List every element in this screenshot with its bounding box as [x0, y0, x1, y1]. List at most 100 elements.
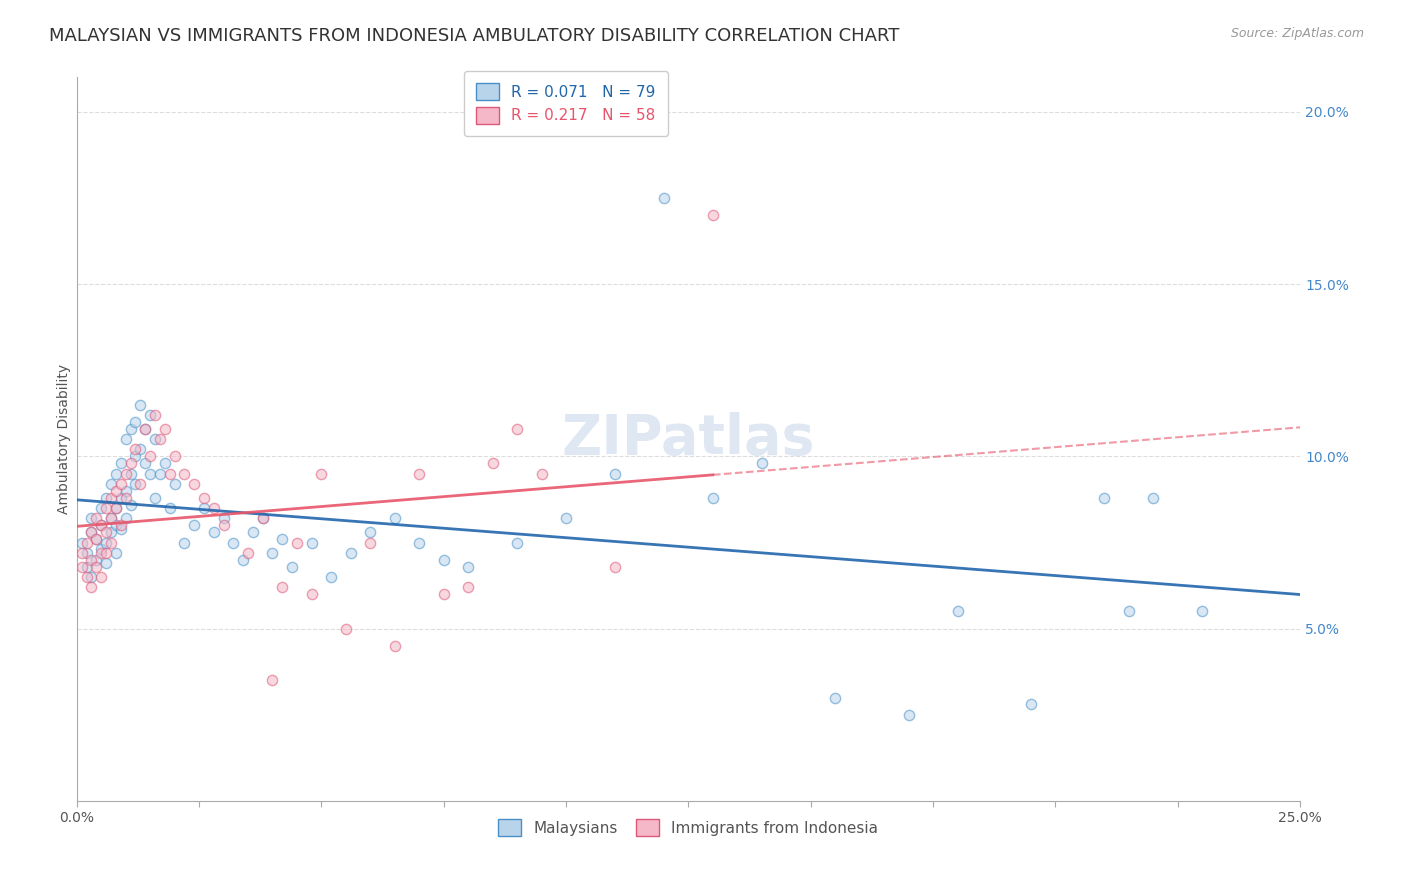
- Point: [1019, 698, 1042, 712]
- Point: [94, 535, 117, 549]
- Point: [120, 498, 142, 512]
- Point: [193, 491, 215, 505]
- Point: [80, 553, 103, 567]
- Point: [242, 525, 264, 540]
- Point: [702, 208, 724, 222]
- Point: [70, 535, 93, 549]
- Point: [114, 491, 136, 505]
- Point: [212, 518, 235, 533]
- Point: [110, 522, 132, 536]
- Point: [159, 467, 181, 481]
- Point: [94, 525, 117, 540]
- Point: [702, 491, 724, 505]
- Point: [236, 546, 259, 560]
- Point: [281, 559, 304, 574]
- Point: [80, 525, 103, 540]
- Point: [90, 501, 112, 516]
- Point: [481, 456, 503, 470]
- Point: [90, 542, 112, 557]
- Point: [193, 501, 215, 516]
- Point: [129, 477, 152, 491]
- Point: [84, 553, 107, 567]
- Point: [183, 518, 205, 533]
- Point: [139, 467, 162, 481]
- Point: [90, 546, 112, 560]
- Point: [129, 398, 152, 412]
- Point: [110, 456, 132, 470]
- Point: [84, 559, 107, 574]
- Point: [506, 535, 529, 549]
- Point: [104, 546, 127, 560]
- Point: [143, 432, 166, 446]
- Point: [104, 467, 127, 481]
- Point: [824, 690, 846, 705]
- Point: [408, 467, 430, 481]
- Point: [100, 511, 122, 525]
- Point: [104, 501, 127, 516]
- Point: [202, 501, 225, 516]
- Point: [110, 477, 132, 491]
- Point: [114, 511, 136, 525]
- Point: [90, 518, 112, 533]
- Point: [120, 456, 142, 470]
- Point: [153, 422, 176, 436]
- Point: [262, 546, 284, 560]
- Point: [530, 467, 553, 481]
- Point: [104, 501, 127, 516]
- Point: [1142, 491, 1164, 505]
- Point: [457, 559, 479, 574]
- Point: [104, 518, 127, 533]
- Point: [100, 491, 122, 505]
- Point: [143, 491, 166, 505]
- Point: [120, 467, 142, 481]
- Point: [311, 467, 333, 481]
- Point: [80, 580, 103, 594]
- Point: [114, 467, 136, 481]
- Point: [384, 511, 406, 525]
- Point: [232, 553, 254, 567]
- Point: [94, 501, 117, 516]
- Point: [603, 467, 626, 481]
- Point: [134, 456, 156, 470]
- Point: [70, 559, 93, 574]
- Point: [271, 532, 294, 546]
- Point: [262, 673, 284, 688]
- Point: [603, 559, 626, 574]
- Point: [183, 477, 205, 491]
- Point: [120, 422, 142, 436]
- Point: [173, 535, 195, 549]
- Point: [1191, 604, 1213, 618]
- Text: Source: ZipAtlas.com: Source: ZipAtlas.com: [1230, 27, 1364, 40]
- Point: [124, 415, 146, 429]
- Point: [94, 556, 117, 570]
- Point: [124, 477, 146, 491]
- Point: [335, 622, 357, 636]
- Legend: Malaysians, Immigrants from Indonesia: Malaysians, Immigrants from Indonesia: [491, 811, 886, 844]
- Point: [143, 408, 166, 422]
- Point: [252, 511, 274, 525]
- Point: [271, 580, 294, 594]
- Point: [100, 511, 122, 525]
- Point: [80, 525, 103, 540]
- Point: [149, 467, 172, 481]
- Point: [124, 442, 146, 457]
- Point: [1092, 491, 1115, 505]
- Point: [139, 450, 162, 464]
- Point: [202, 525, 225, 540]
- Point: [110, 518, 132, 533]
- Y-axis label: Ambulatory Disability: Ambulatory Disability: [58, 364, 72, 514]
- Point: [285, 535, 308, 549]
- Point: [252, 511, 274, 525]
- Point: [163, 477, 186, 491]
- Point: [76, 559, 98, 574]
- Point: [149, 432, 172, 446]
- Point: [384, 639, 406, 653]
- Point: [555, 511, 578, 525]
- Point: [94, 546, 117, 560]
- Point: [94, 491, 117, 505]
- Point: [1118, 604, 1140, 618]
- Text: MALAYSIAN VS IMMIGRANTS FROM INDONESIA AMBULATORY DISABILITY CORRELATION CHART: MALAYSIAN VS IMMIGRANTS FROM INDONESIA A…: [49, 27, 900, 45]
- Point: [70, 546, 93, 560]
- Point: [457, 580, 479, 594]
- Point: [301, 535, 323, 549]
